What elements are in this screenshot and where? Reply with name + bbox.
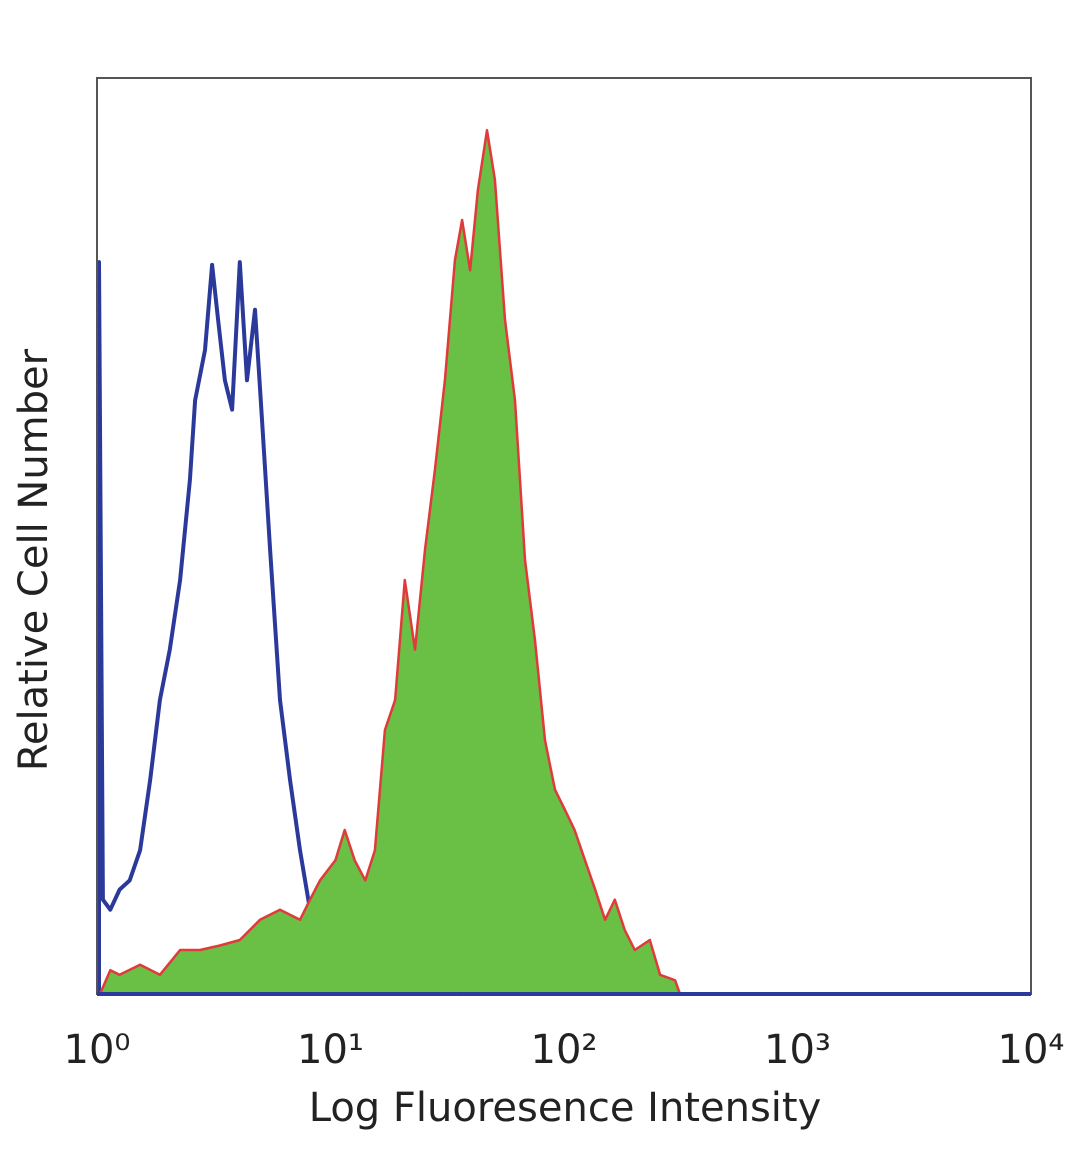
histogram-area — [98, 128, 682, 996]
x-tick-label: 10⁴ — [998, 1027, 1065, 1073]
y-axis-label: Relative Cell Number — [11, 348, 57, 771]
x-tick-label: 10² — [531, 1027, 598, 1073]
x-tick-label: 10³ — [764, 1027, 831, 1073]
x-tick-label: 10⁰ — [64, 1027, 131, 1073]
x-tick-label: 10¹ — [297, 1027, 364, 1073]
x-axis-label: Log Fluoresence Intensity — [309, 1085, 822, 1131]
